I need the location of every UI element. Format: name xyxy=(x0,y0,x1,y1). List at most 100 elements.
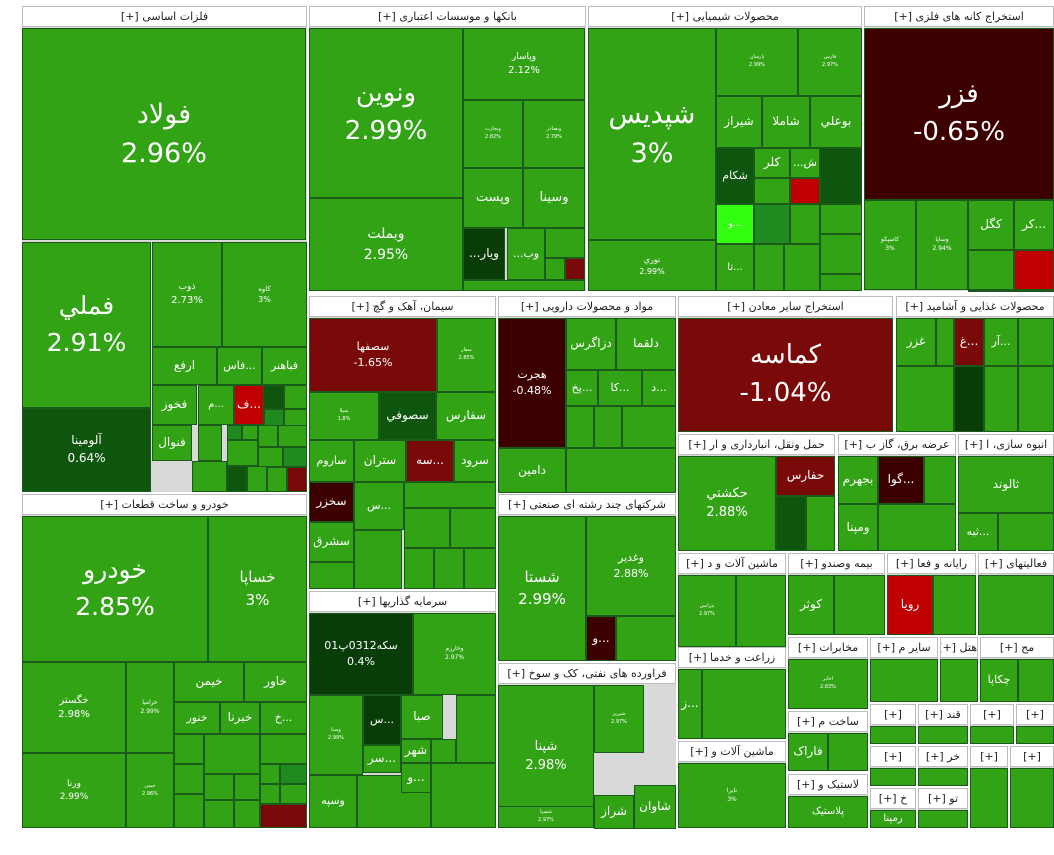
stock-tile-small[interactable] xyxy=(776,496,806,551)
stock-tile-small[interactable] xyxy=(622,406,676,448)
stock-tile[interactable]: دامين xyxy=(498,448,566,493)
sector-header[interactable]: فعالیتهای [+] xyxy=(978,553,1054,574)
stock-tile-small[interactable] xyxy=(1018,318,1054,366)
stock-tile-small[interactable] xyxy=(287,467,307,492)
stock-tile-small[interactable] xyxy=(978,575,1054,635)
stock-tile[interactable]: ز... xyxy=(678,669,702,739)
stock-tile-small[interactable] xyxy=(820,234,862,274)
stock-tile[interactable]: رويا xyxy=(887,575,933,635)
stock-tile-small[interactable] xyxy=(702,669,786,739)
stock-tile[interactable]: شپديس 3% xyxy=(588,28,716,240)
stock-tile[interactable]: بجهرم xyxy=(838,456,878,504)
stock-tile[interactable]: وغدير 2.88% xyxy=(586,516,676,616)
stock-tile[interactable]: س... xyxy=(354,482,404,530)
stock-tile[interactable]: ورنا 2.99% xyxy=(22,753,126,828)
stock-tile-small[interactable] xyxy=(260,734,307,764)
stock-tile-small[interactable] xyxy=(464,548,496,589)
stock-tile[interactable]: سصفها -1.65% xyxy=(309,318,437,392)
sector-header[interactable]: لاستیک و [+] xyxy=(788,774,868,795)
stock-tile-small[interactable] xyxy=(450,508,496,548)
stock-tile[interactable]: خساپا 3% xyxy=(208,516,307,662)
stock-tile[interactable]: سخزر xyxy=(309,482,354,522)
stock-tile[interactable]: شيراز xyxy=(716,96,762,148)
stock-tile[interactable]: خگستر 2.98% xyxy=(22,662,126,753)
sector-header[interactable]: مواد و محصولات دارویی [+] xyxy=(498,296,676,317)
sector-header[interactable]: ماشین آلات و [+] xyxy=(678,741,786,762)
sector-header[interactable]: انبوه سازی، ا [+] xyxy=(958,434,1054,455)
stock-tile[interactable]: آلومينا 0.64% xyxy=(22,408,151,492)
stock-tile[interactable]: خبرنا xyxy=(220,702,260,734)
stock-tile-small[interactable] xyxy=(870,659,938,702)
stock-tile[interactable]: و... xyxy=(401,763,431,793)
stock-tile[interactable]: فولاد 2.96% xyxy=(22,28,306,240)
stock-tile[interactable]: سکه0312پ01 0.4% xyxy=(309,613,413,695)
sector-header[interactable]: سیمان، آهک و گچ [+] xyxy=(309,296,496,317)
stock-tile-small[interactable] xyxy=(918,726,968,744)
stock-tile[interactable]: فاراک xyxy=(788,733,828,771)
stock-tile[interactable]: وتجارت 2.82% xyxy=(463,100,523,168)
sector-header[interactable]: ماشین آلات و د [+] xyxy=(678,553,786,574)
stock-tile-small[interactable] xyxy=(754,244,784,291)
stock-tile[interactable]: ثالوند xyxy=(958,456,1054,513)
stock-tile-small[interactable] xyxy=(260,784,280,804)
stock-tile-small[interactable] xyxy=(174,794,204,828)
sector-header[interactable]: بیمه وصندو [+] xyxy=(788,553,885,574)
stock-tile-small[interactable] xyxy=(924,456,956,504)
sector-header[interactable]: محصولات غذایی و آشامید [+] xyxy=(896,296,1054,317)
stock-tile-small[interactable] xyxy=(984,366,1018,432)
stock-tile-small[interactable] xyxy=(878,504,956,551)
stock-tile-small[interactable] xyxy=(227,466,247,492)
stock-tile-small[interactable] xyxy=(754,178,790,204)
stock-tile-small[interactable] xyxy=(998,513,1054,551)
stock-tile[interactable]: د... xyxy=(642,370,676,406)
sector-header[interactable]: بانکها و موسسات اعتباری [+] xyxy=(309,6,586,27)
sector-header[interactable]: [+] xyxy=(1016,704,1054,725)
stock-tile-small[interactable] xyxy=(918,768,968,786)
stock-tile[interactable]: وخارزم 2.97% xyxy=(413,613,496,695)
stock-tile[interactable]: سيلا 1.8% xyxy=(309,392,379,440)
stock-tile-small[interactable] xyxy=(262,385,284,409)
stock-tile-small[interactable] xyxy=(463,280,585,291)
stock-tile[interactable]: تا... xyxy=(716,244,754,291)
stock-tile[interactable]: کوثر xyxy=(788,575,834,635)
stock-tile[interactable]: غ... xyxy=(954,318,984,366)
stock-tile[interactable]: هجرت -0.48% xyxy=(498,318,566,448)
stock-tile[interactable]: غزر xyxy=(896,318,936,366)
stock-tile-small[interactable] xyxy=(806,496,835,551)
stock-tile[interactable]: کر... xyxy=(1014,200,1054,250)
sector-header[interactable]: استخراج کانه های فلزی [+] xyxy=(864,6,1054,27)
stock-tile-small[interactable] xyxy=(940,659,978,702)
stock-tile[interactable]: ...ش xyxy=(790,148,820,178)
stock-tile-small[interactable] xyxy=(204,774,234,800)
stock-tile[interactable]: فباهنر xyxy=(262,347,307,385)
stock-tile[interactable]: وپست xyxy=(463,168,523,228)
sector-header[interactable]: مخابرات [+] xyxy=(788,637,868,658)
stock-tile-small[interactable] xyxy=(933,575,976,635)
sector-header[interactable]: فلزات اساسی [+] xyxy=(22,6,307,27)
sector-header[interactable]: [+] xyxy=(870,746,916,767)
stock-tile[interactable]: سرود xyxy=(454,440,496,482)
stock-tile[interactable]: شاملا xyxy=(762,96,810,148)
stock-tile[interactable]: س... xyxy=(363,695,401,745)
stock-tile-small[interactable] xyxy=(790,178,820,204)
stock-tile[interactable]: شسپا 2.97% xyxy=(498,806,594,828)
sector-header[interactable]: تو [+] xyxy=(918,788,968,809)
stock-tile-small[interactable] xyxy=(431,763,496,828)
stock-tile-small[interactable] xyxy=(736,575,786,647)
stock-tile-small[interactable] xyxy=(545,258,565,280)
stock-tile[interactable]: دزاگرس xyxy=(566,318,616,370)
stock-tile[interactable]: شهر xyxy=(401,739,431,763)
stock-tile[interactable]: و... xyxy=(586,616,616,661)
stock-tile[interactable]: وبملت 2.95% xyxy=(309,198,463,291)
stock-tile-small[interactable] xyxy=(309,562,354,589)
stock-tile[interactable]: رمپنا xyxy=(870,810,916,828)
stock-tile[interactable]: شستا 2.99% xyxy=(498,516,586,661)
stock-tile-small[interactable] xyxy=(870,726,916,744)
stock-tile-small[interactable] xyxy=(566,448,676,493)
stock-tile[interactable]: دلقما xyxy=(616,318,676,370)
sector-header[interactable]: خر [+] xyxy=(918,746,968,767)
sector-header[interactable]: محصولات شیمیایی [+] xyxy=(588,6,862,27)
sector-header[interactable]: استخراج سایر معادن [+] xyxy=(678,296,893,317)
stock-tile[interactable]: چکاپا xyxy=(980,659,1018,702)
stock-tile[interactable]: خيمن xyxy=(174,662,244,702)
